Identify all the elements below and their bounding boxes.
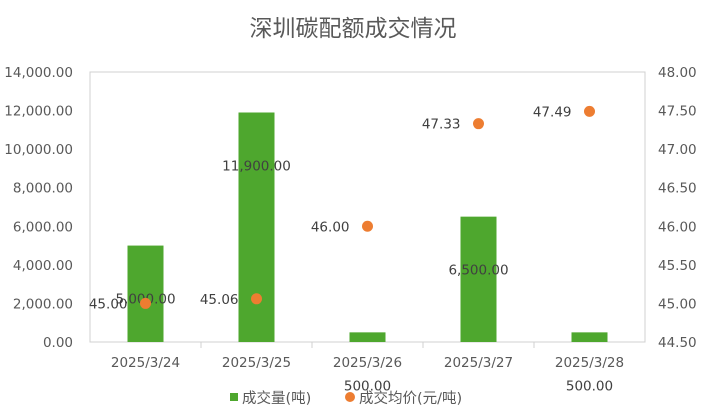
legend-bar-label: 成交量(吨) — [242, 389, 311, 407]
y-left-tick-label: 12,000.00 — [4, 104, 73, 120]
price-data-label: 45.00 — [89, 296, 128, 312]
legend-price-label: 成交均价(元/吨) — [359, 389, 462, 407]
y-right-tick-label: 45.00 — [658, 296, 697, 312]
legend-bar-swatch — [230, 393, 238, 401]
y-right-tick-label: 46.00 — [658, 219, 697, 235]
y-right-tick-label: 47.00 — [658, 142, 697, 158]
price-data-label: 45.06 — [200, 292, 239, 308]
price-point — [584, 105, 595, 117]
x-tick-label: 2025/3/26 — [333, 355, 402, 371]
bar — [571, 332, 608, 342]
bar-data-label: 6,500.00 — [448, 263, 508, 279]
y-left-tick-label: 2,000.00 — [13, 296, 73, 312]
bar-data-label: 500.00 — [566, 378, 613, 394]
price-point — [473, 118, 484, 130]
x-tick-label: 2025/3/25 — [222, 355, 291, 371]
bar — [127, 245, 164, 342]
bar — [238, 112, 275, 342]
y-left-tick-label: 6,000.00 — [13, 219, 73, 235]
x-tick-label: 2025/3/28 — [555, 355, 624, 371]
x-tick-label: 2025/3/27 — [444, 355, 513, 371]
bar — [349, 332, 386, 342]
price-data-label: 46.00 — [311, 219, 350, 235]
price-data-label: 47.33 — [422, 117, 461, 133]
price-data-label: 47.49 — [533, 104, 572, 120]
legend: 成交量(吨) 成交均价(元/吨) — [230, 389, 462, 407]
y-left-tick-label: 4,000.00 — [13, 258, 73, 274]
price-point — [362, 220, 373, 232]
y-left-tick-label: 10,000.00 — [4, 142, 73, 158]
x-tick-label: 2025/3/24 — [111, 355, 180, 371]
y-right-tick-label: 47.50 — [658, 104, 697, 120]
y-left-tick-label: 14,000.00 — [4, 65, 73, 81]
price-point — [140, 297, 151, 309]
legend-price-swatch — [345, 392, 355, 402]
plot-area: 0.00 2,000.00 4,000.00 6,000.00 8,000.00 10,0… — [4, 65, 696, 394]
bar-data-label: 500.00 — [344, 378, 391, 394]
y-right-tick-label: 44.50 — [658, 335, 697, 351]
price-point — [251, 293, 262, 305]
chart-title: 深圳碳配额成交情况 — [250, 16, 457, 42]
y-right-tick-label: 46.50 — [658, 181, 697, 197]
bar — [460, 216, 497, 342]
y-right-tick-label: 48.00 — [658, 65, 697, 81]
bar-data-label: 11,900.00 — [222, 159, 291, 175]
y-right-tick-label: 45.50 — [658, 258, 697, 274]
y-left-tick-label: 0.00 — [43, 335, 73, 351]
y-left-tick-label: 8,000.00 — [13, 181, 73, 197]
